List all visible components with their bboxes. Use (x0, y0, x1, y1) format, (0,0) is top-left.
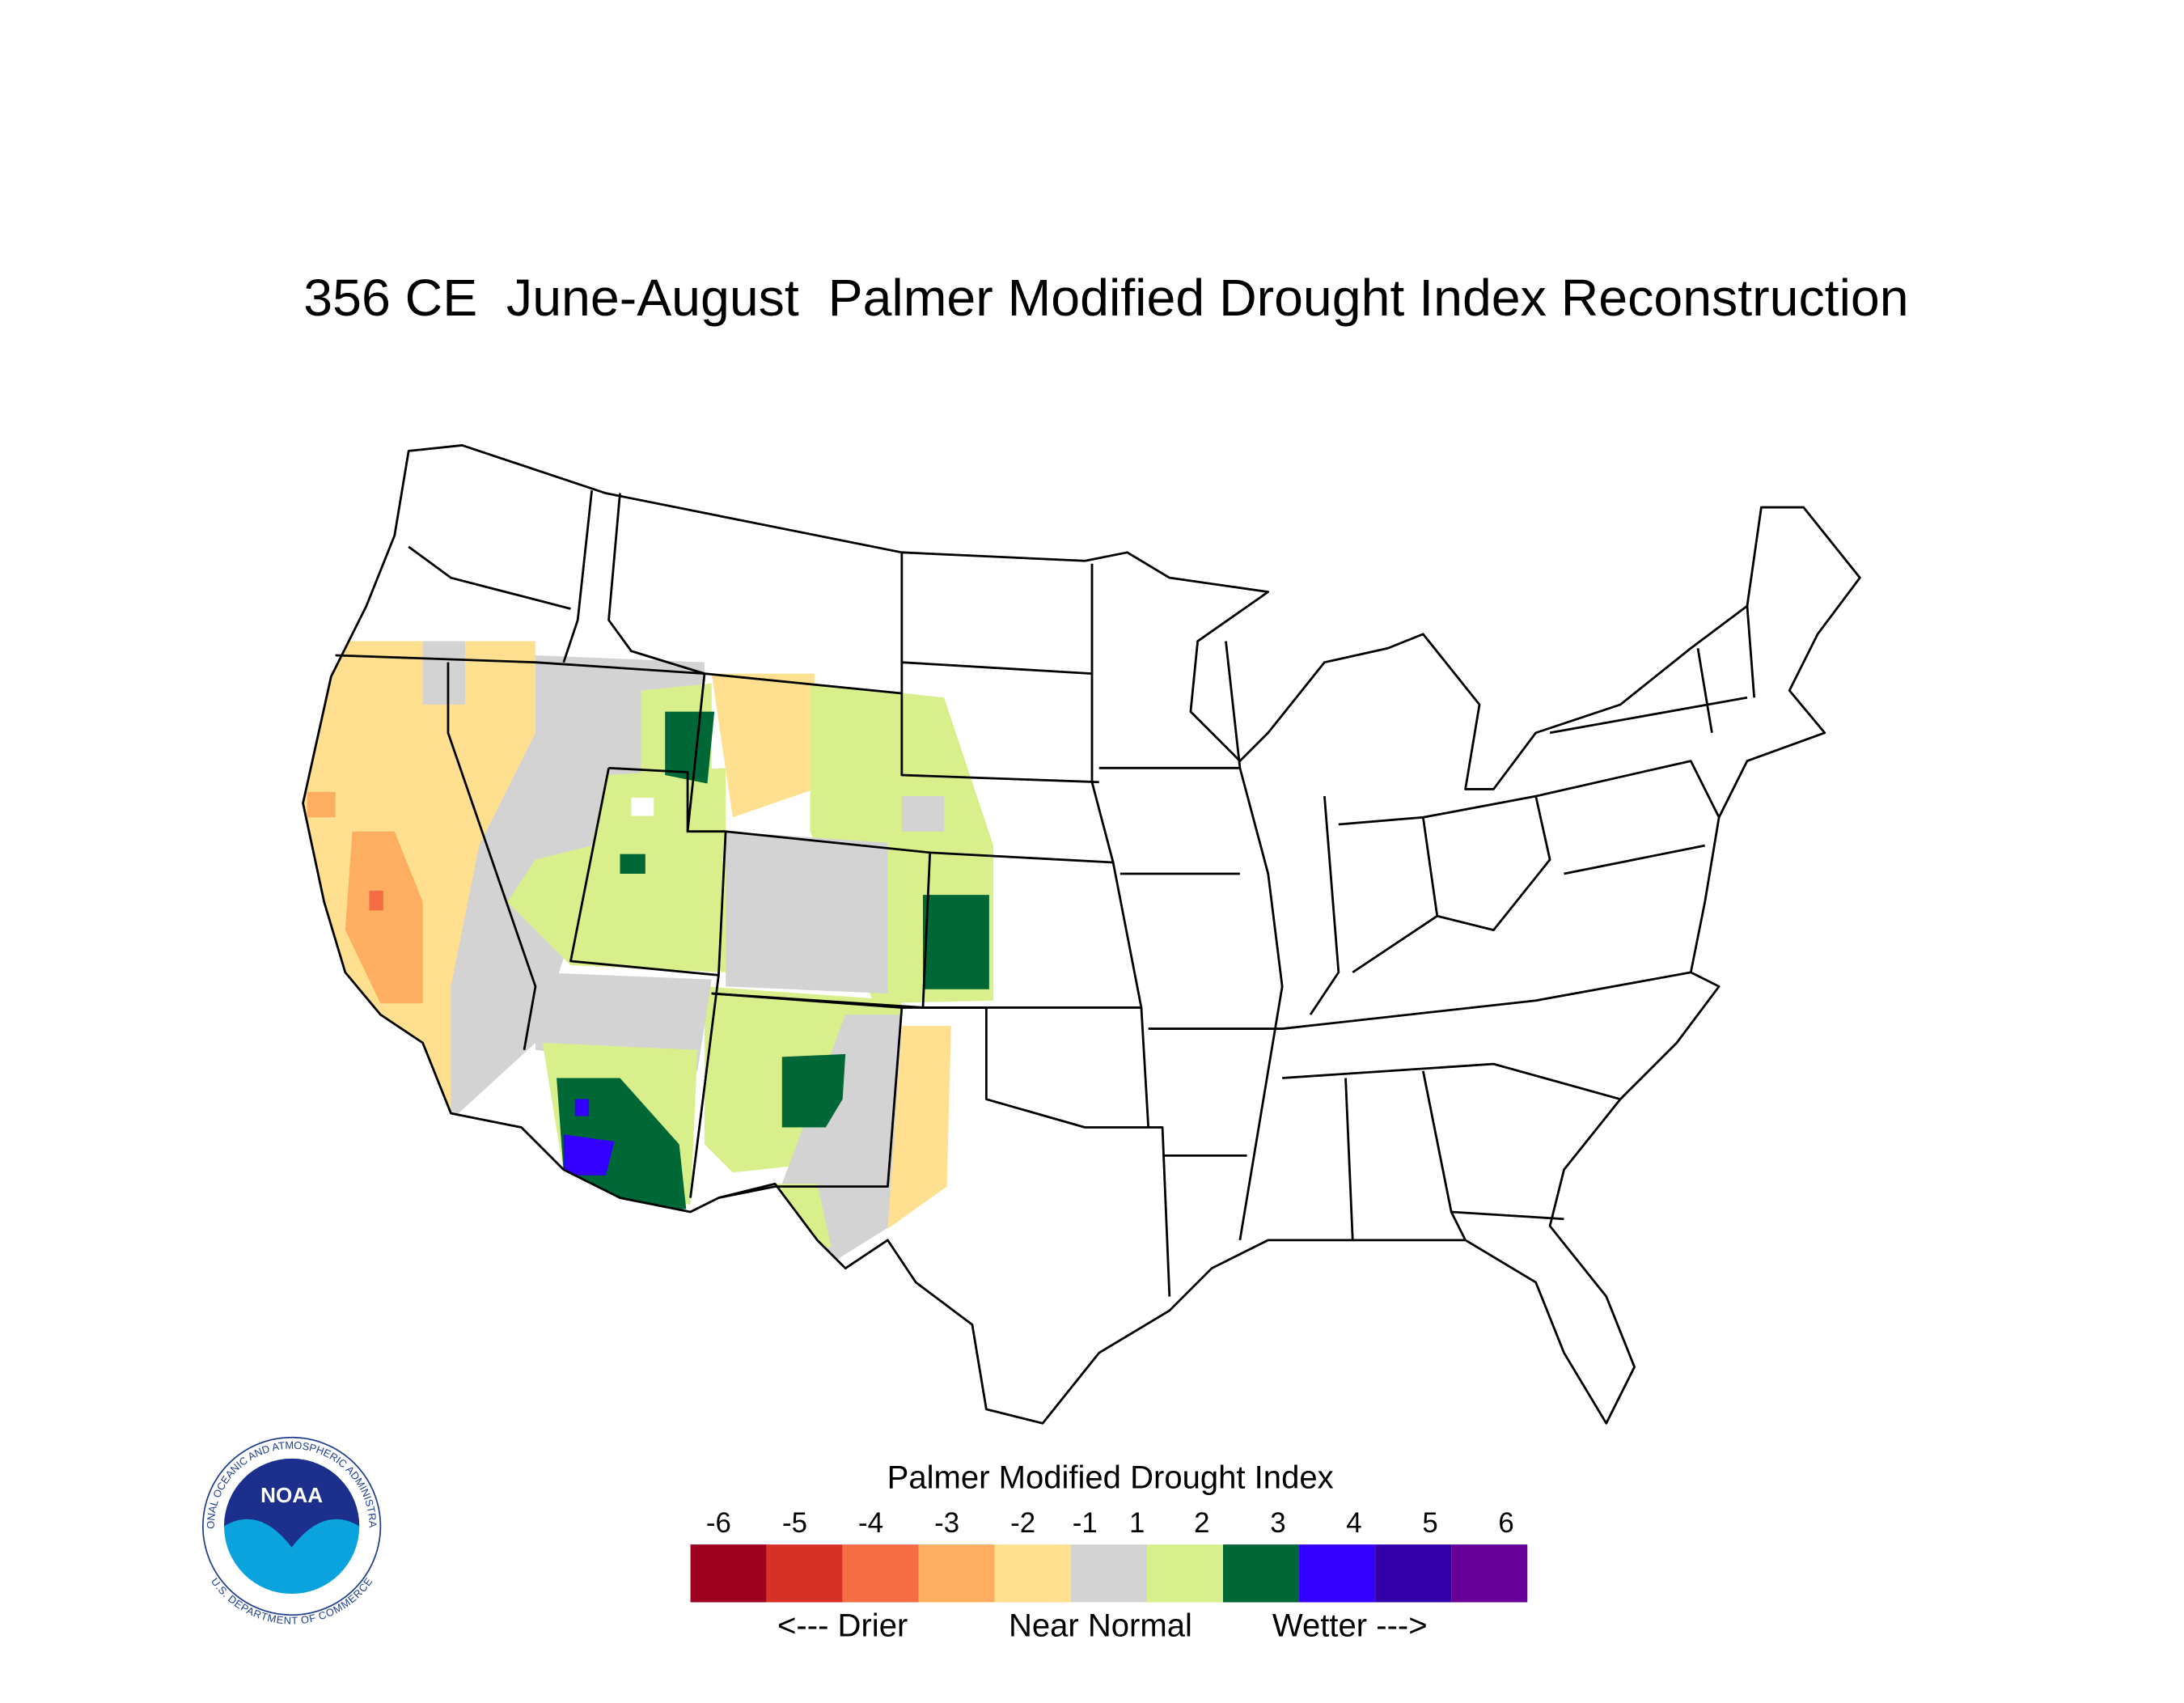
state-border (1344, 1078, 1354, 1240)
state-border (1746, 605, 1756, 698)
region-fill (665, 711, 715, 784)
region-fill (369, 890, 383, 911)
legend-tick-label: 1 (1129, 1507, 1145, 1539)
state-border (1549, 696, 1748, 735)
legend-caption: Wetter ---> (1272, 1608, 1428, 1643)
state-border (562, 490, 594, 663)
map-title: 356 CE June-August Palmer Modified Droug… (303, 269, 1908, 327)
legend-tick-label: 5 (1422, 1507, 1437, 1539)
region-fill (307, 791, 336, 818)
state-border (1564, 844, 1705, 875)
region-fill (620, 854, 645, 874)
region-fill (781, 1053, 846, 1128)
legend-swatch (994, 1544, 1071, 1603)
state-border (717, 831, 727, 976)
region-fill (711, 673, 815, 818)
region-fill (563, 1134, 615, 1176)
state-border (1696, 648, 1713, 734)
legend-title: Palmer Modified Drought Index (887, 1460, 1334, 1496)
state-border (1338, 815, 1439, 974)
state-border (1451, 1210, 1564, 1221)
state-borders (302, 444, 1861, 1425)
state-border (686, 673, 706, 832)
legend-swatch (766, 1544, 843, 1603)
legend-tick-label: 4 (1346, 1507, 1361, 1539)
legend-swatch (690, 1544, 767, 1603)
legend: Palmer Modified Drought Index -6 -5 -4 -3 -2… (690, 1460, 1528, 1643)
state-border (1282, 1062, 1621, 1101)
legend-tick-label: 6 (1498, 1507, 1513, 1539)
region-fill (507, 768, 726, 972)
legend-tick-label: 3 (1270, 1507, 1285, 1539)
legend-tick-label: -2 (1010, 1507, 1035, 1539)
region-fill (887, 1026, 951, 1229)
legend-swatch (1451, 1544, 1528, 1603)
legend-caption: Near Normal (1009, 1608, 1192, 1643)
legend-swatch (1299, 1544, 1376, 1603)
state-border (569, 768, 720, 1198)
state-border (447, 662, 537, 1050)
legend-swatch (1222, 1544, 1300, 1603)
state-border (335, 654, 705, 676)
state-border (901, 661, 1093, 676)
state-border (900, 552, 1099, 784)
legend-swatch (1375, 1544, 1452, 1603)
state-border (1535, 760, 1721, 818)
legend-tick-label: 2 (1194, 1507, 1209, 1539)
legend-tick-label: -3 (934, 1507, 959, 1539)
legend-swatch (1070, 1544, 1147, 1603)
region-fill (345, 831, 423, 1004)
state-border (1098, 766, 1284, 1241)
state-border (1225, 641, 1242, 769)
region-blank (631, 797, 654, 816)
legend-swatch (918, 1544, 995, 1603)
state-border (1423, 794, 1551, 932)
state-border (929, 851, 1150, 1128)
state-border (1090, 563, 1115, 863)
region-fill (726, 831, 888, 994)
legend-items: -6 -5 -4 -3 -2 -1 1 2 3 4 5 6 <--- Drier Near Normal W… (690, 1507, 1528, 1643)
legend-swatch (842, 1544, 919, 1603)
legend-tick-label: -5 (782, 1507, 807, 1539)
logo-name: NOAA (260, 1483, 323, 1507)
legend-tick-label: -1 (1073, 1507, 1098, 1539)
state-border (608, 766, 726, 833)
legend-tick-label: -4 (858, 1507, 883, 1539)
legend-caption: <--- Drier (777, 1608, 908, 1643)
state-border (408, 545, 571, 610)
region-fill (901, 796, 945, 832)
legend-swatch (1146, 1544, 1223, 1603)
logo-top (224, 1458, 360, 1548)
state-border (711, 992, 904, 1199)
state-border (1309, 796, 1340, 1015)
legend-tick-label: -6 (706, 1507, 731, 1539)
region-fill (574, 1099, 590, 1116)
region-fill (557, 1078, 687, 1209)
region-fill (922, 895, 989, 989)
state-border (607, 493, 902, 695)
state-border (1421, 1070, 1467, 1241)
region-fill (422, 641, 465, 705)
state-border (1281, 971, 1691, 1030)
